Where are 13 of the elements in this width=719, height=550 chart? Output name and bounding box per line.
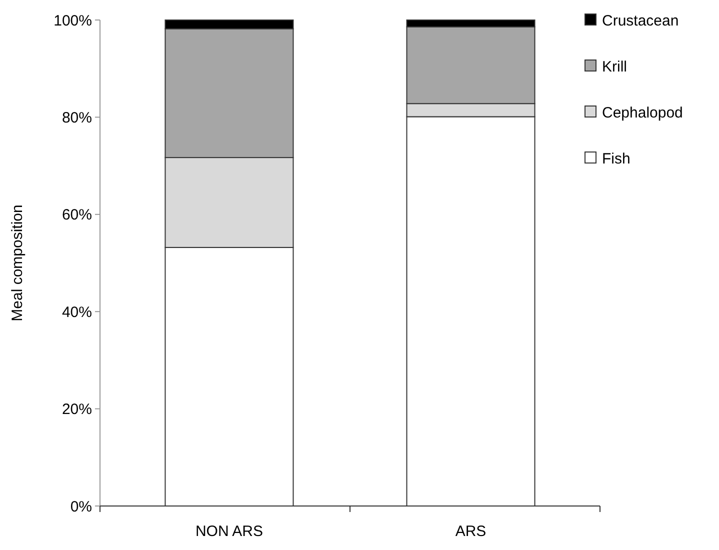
legend-label: Crustacean [602,12,679,30]
y-tick-label: 20% [62,401,92,418]
y-tick-label: 100% [54,12,92,30]
y-tick-label: 80% [62,109,92,126]
legend-label: Krill [602,58,627,76]
y-tick-label: 0% [70,498,92,516]
legend-label: Fish [602,150,630,168]
y-axis-title: Meal composition [9,204,26,322]
x-tick-label: NON ARS [195,523,263,540]
y-tick-label: 40% [62,304,92,321]
x-tick-label: ARS [455,523,486,540]
legend-label: Cephalopod [602,104,683,122]
y-tick-label: 60% [62,206,92,224]
